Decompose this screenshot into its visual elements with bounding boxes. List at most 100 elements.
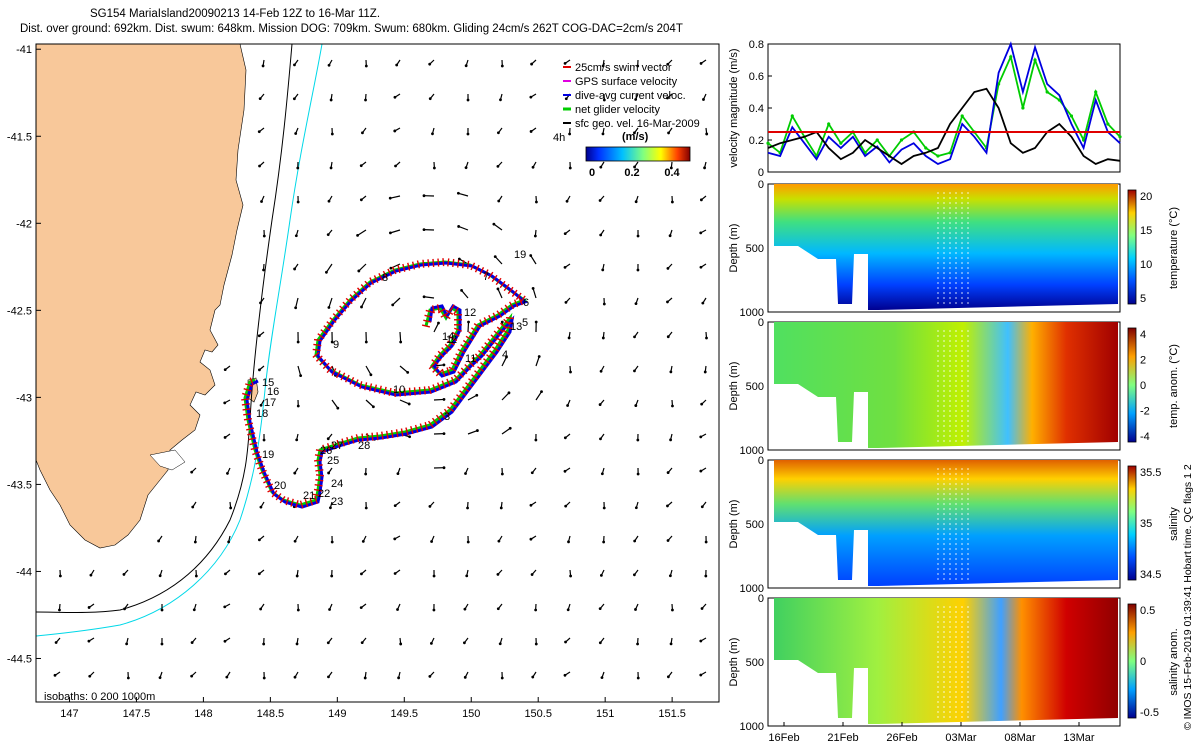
time-tick-label: 08Mar <box>1004 732 1036 744</box>
velocity-arrow-head <box>123 607 126 611</box>
velocity-arrow-head <box>160 608 164 612</box>
swim-vector-tick <box>361 433 364 442</box>
velocity-arrow-head <box>598 607 602 611</box>
swim-vector-tick <box>405 427 409 436</box>
swim-vector-tick <box>366 433 369 442</box>
swim-vector-tick <box>403 388 406 397</box>
velocity-arrow-head <box>633 369 636 373</box>
swim-vector-tick <box>493 330 501 337</box>
velocity-arrow-head <box>669 438 672 442</box>
velocity-arrow-head <box>327 63 331 67</box>
section-ylabel: Depth (m) <box>728 500 740 549</box>
dive-label: 17 <box>264 397 276 409</box>
velocity-arrow-head <box>223 368 227 372</box>
velocity-arrow-head <box>192 608 196 612</box>
map-xtick-label: 148 <box>194 708 212 720</box>
velocity-arrow-head <box>422 194 426 198</box>
velocity-arrow <box>399 331 402 343</box>
swim-vector-tick <box>437 258 440 267</box>
section-cbar-tick: 2 <box>1140 355 1146 367</box>
velocity-arrow-head <box>704 540 708 544</box>
velocity-arrow-head <box>262 438 266 442</box>
swim-vector-tick <box>314 484 323 487</box>
swim-vector-tick <box>445 309 454 315</box>
velocity-arrow-head <box>636 234 640 238</box>
swim-vector-tick <box>356 287 364 295</box>
velocity-arrow <box>360 297 367 308</box>
velocity-arrow-head <box>466 132 470 136</box>
velocity-arrow-head <box>633 131 636 135</box>
swim-vector-tick <box>483 317 489 325</box>
velocity-arrow-head <box>58 608 61 612</box>
velocity-arrow-head <box>463 607 467 611</box>
map-ytick-label: -44 <box>16 566 32 578</box>
velocity-arrow <box>390 195 401 199</box>
velocity-arrow-head <box>293 675 297 679</box>
section-cbar-tick: 35 <box>1140 518 1152 530</box>
section-cbar-label: salinity anom. <box>1168 628 1180 695</box>
section-colormap <box>774 460 1118 586</box>
velocity-ytick-label: 0.4 <box>749 103 764 115</box>
time-tick-label: 26Feb <box>886 732 917 744</box>
section-ytick-label: 1000 <box>740 445 764 457</box>
velocity-arrow-head <box>294 234 298 238</box>
section-cbar-tick: -4 <box>1140 431 1150 443</box>
velocity-arrow-head <box>464 166 468 170</box>
section-cbar-label: temperature (°C) <box>1168 207 1180 289</box>
velocity-arrow-head <box>257 572 261 576</box>
swim-vector-tick <box>244 422 254 426</box>
swim-vector-tick <box>490 334 498 341</box>
swim-vector-tick <box>431 417 438 425</box>
velocity-arrow-head <box>666 96 669 100</box>
velocity-arrow <box>295 297 299 308</box>
swim-vector-tick <box>344 374 350 383</box>
velocity-arrow-head <box>599 233 603 237</box>
velocity-arrow-head <box>600 676 604 680</box>
velocity-series-net-glider-velocity <box>767 54 1121 159</box>
section-ytick-label: 500 <box>746 657 764 669</box>
swim-vector-tick <box>454 327 462 332</box>
velocity-arrow-head <box>430 540 433 543</box>
swim-vector-tick <box>427 259 430 268</box>
dive-label: 16 <box>267 386 279 398</box>
swim-vector-tick <box>431 305 435 314</box>
velocity-arrow-head <box>396 472 400 476</box>
velocity-arrow-head <box>262 642 266 646</box>
velocity-arrow <box>530 255 537 265</box>
velocity-point <box>924 146 928 150</box>
velocity-arrow-head <box>258 368 261 372</box>
swim-vector-tick <box>418 386 421 395</box>
swim-vector-tick <box>331 368 337 376</box>
velocity-arrow-head <box>699 62 703 65</box>
velocity-arrow <box>461 289 469 299</box>
velocity-arrow-head <box>442 432 446 436</box>
velocity-arrow-head <box>699 198 703 202</box>
swim-vector-tick <box>450 376 456 385</box>
swim-vector-tick <box>350 435 355 444</box>
velocity-arrow-head <box>294 132 298 135</box>
dive-label: 1 <box>446 334 452 346</box>
swim-vector-tick <box>265 483 274 489</box>
swim-vector-tick <box>488 314 493 323</box>
velocity-arrow-head <box>529 537 533 541</box>
velocity-arrow-head <box>223 401 227 405</box>
velocity-arrow-head <box>463 675 467 679</box>
swim-vector-tick <box>312 348 321 352</box>
velocity-arrow-head <box>126 676 130 680</box>
velocity-ytick-label: 0.2 <box>749 135 764 147</box>
velocity-arrow-head <box>125 642 129 646</box>
swim-vector-tick <box>413 387 416 396</box>
dive-label: 3 <box>444 411 450 423</box>
velocity-arrow-head <box>508 426 512 430</box>
velocity-arrow-head <box>325 270 328 274</box>
velocity-ylabel: velocity magnitude (m/s) <box>728 48 740 167</box>
swim-vector-tick <box>340 372 346 381</box>
swim-vector-tick <box>503 283 510 292</box>
dive-label: 26 <box>320 445 332 457</box>
velocity-arrow-head <box>475 429 479 432</box>
map-ytick-label: -41.5 <box>7 131 32 143</box>
velocity-arrow-head <box>602 540 606 544</box>
swim-vector-tick <box>378 385 382 394</box>
velocity-arrow-head <box>293 471 297 475</box>
